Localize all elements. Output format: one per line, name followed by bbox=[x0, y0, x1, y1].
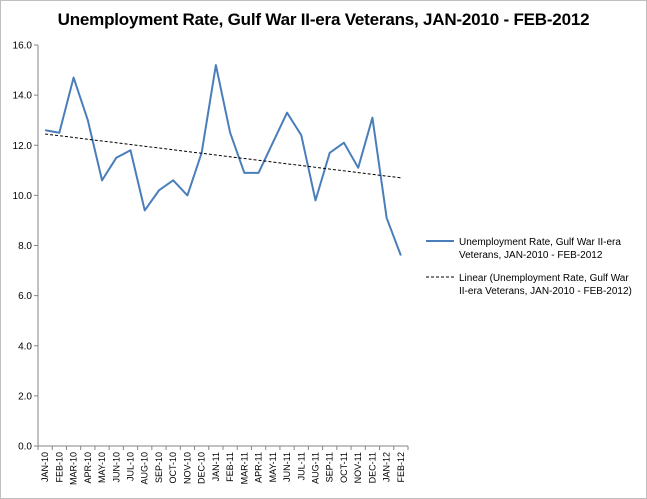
x-tick-label: JUN-10 bbox=[111, 452, 121, 483]
y-tick-label: 2.0 bbox=[18, 391, 32, 402]
x-tick-label: NOV-10 bbox=[182, 452, 192, 484]
legend-label: II-era Veterans, JAN-2010 - FEB-2012) bbox=[459, 286, 632, 297]
y-tick-label: 8.0 bbox=[18, 241, 32, 252]
x-tick-label: FEB-10 bbox=[54, 452, 64, 483]
x-tick-label: FEB-12 bbox=[396, 452, 406, 483]
legend-label: Veterans, JAN-2010 - FEB-2012 bbox=[459, 250, 603, 261]
x-tick-label: SEP-10 bbox=[154, 452, 164, 483]
x-tick-label: APR-11 bbox=[254, 452, 264, 483]
x-tick-label: DEC-10 bbox=[197, 452, 207, 484]
y-tick-label: 4.0 bbox=[18, 341, 32, 352]
x-tick-label: JUN-11 bbox=[282, 452, 292, 482]
x-tick-label: DEC-11 bbox=[367, 452, 377, 483]
x-tick-label: OCT-11 bbox=[339, 452, 349, 483]
x-tick-label: MAY-10 bbox=[97, 452, 107, 483]
x-tick-label: MAR-10 bbox=[69, 452, 79, 485]
y-tick-label: 6.0 bbox=[18, 291, 32, 302]
trendline-series bbox=[45, 133, 401, 179]
x-tick-label: AUG-11 bbox=[311, 452, 321, 484]
x-tick-label: SEP-11 bbox=[325, 452, 335, 482]
x-tick-label: JAN-11 bbox=[211, 452, 221, 481]
unemployment-series-line bbox=[44, 64, 402, 256]
y-tick-label: 12.0 bbox=[13, 141, 33, 152]
x-tick-label: AUG-10 bbox=[140, 452, 150, 485]
y-tick-label: 10.0 bbox=[13, 191, 33, 202]
legend-label: Linear (Unemployment Rate, Gulf War bbox=[459, 273, 629, 284]
y-tick-label: 14.0 bbox=[13, 91, 33, 102]
x-tick-label: MAR-11 bbox=[239, 452, 249, 484]
x-tick-label: JAN-12 bbox=[382, 452, 392, 482]
legend-label: Unemployment Rate, Gulf War II-era bbox=[459, 237, 621, 248]
x-tick-label: OCT-10 bbox=[168, 452, 178, 484]
x-tick-label: JUL-10 bbox=[126, 452, 136, 481]
x-tick-label: NOV-11 bbox=[353, 452, 363, 483]
x-tick-label: FEB-11 bbox=[225, 452, 235, 482]
x-tick-label: JUL-11 bbox=[296, 452, 306, 480]
x-tick-label: MAY-11 bbox=[268, 452, 278, 482]
x-tick-label: APR-10 bbox=[83, 452, 93, 484]
y-tick-label: 16.0 bbox=[13, 41, 33, 52]
chart-title: Unemployment Rate, Gulf War II-era Veter… bbox=[57, 10, 590, 29]
y-tick-label: 0.0 bbox=[18, 442, 32, 453]
x-tick-label: JAN-10 bbox=[40, 452, 50, 482]
